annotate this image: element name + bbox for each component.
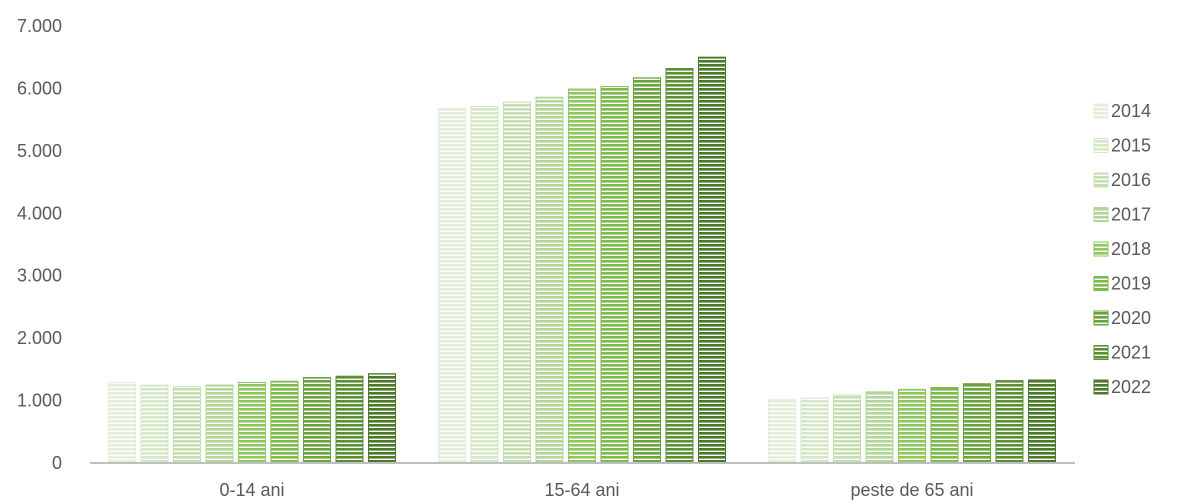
- legend-swatch-2019: [1093, 276, 1109, 291]
- bar-2016-1: [503, 101, 531, 464]
- y-tick-label: 1.000: [17, 391, 62, 411]
- y-tick-label: 5.000: [17, 141, 62, 161]
- legend-swatch-2014: [1093, 103, 1109, 119]
- legend-swatch-2018: [1093, 241, 1109, 257]
- bar-2017-2: [865, 391, 894, 464]
- y-tick-label: 7.000: [17, 16, 62, 36]
- y-tick-label: 6.000: [17, 78, 62, 98]
- bar-2022-1: [698, 56, 726, 464]
- x-category-label: 15-64 ani: [544, 480, 619, 500]
- legend-swatch-2015: [1093, 138, 1109, 153]
- bar-2017-1: [535, 96, 564, 464]
- legend-swatch-2021: [1093, 345, 1109, 360]
- legend-swatch-2017: [1093, 207, 1109, 222]
- bar-2022-0: [368, 373, 396, 464]
- bar-2015-0: [140, 384, 169, 464]
- bar-2016-0: [173, 386, 201, 464]
- x-category-label: 0-14 ani: [219, 480, 284, 500]
- bar-2021-2: [995, 380, 1024, 464]
- legend-swatch-2022: [1093, 379, 1109, 395]
- legend-label-2014: 2014: [1111, 101, 1151, 121]
- bar-2019-0: [270, 380, 299, 464]
- legend-label-2022: 2022: [1111, 377, 1151, 397]
- bar-2014-2: [768, 398, 796, 464]
- legend-label-2020: 2020: [1111, 308, 1151, 328]
- bar-2018-0: [238, 382, 266, 464]
- bar-2018-2: [898, 388, 926, 464]
- bar-2018-1: [568, 88, 596, 464]
- legend-swatch-2016: [1093, 172, 1109, 188]
- bar-2014-1: [438, 107, 466, 464]
- bar-2019-1: [600, 86, 629, 464]
- y-tick-label: 4.000: [17, 203, 62, 223]
- bar-2014-0: [108, 382, 136, 464]
- legend-swatch-2020: [1093, 310, 1109, 326]
- bars: [108, 56, 1056, 464]
- bar-2020-2: [963, 383, 991, 464]
- legend: 2014 2015 2016 2017 2018 2019 2020 2021 2022: [1093, 101, 1151, 397]
- bar-2021-1: [665, 68, 694, 464]
- legend-label-2019: 2019: [1111, 274, 1151, 294]
- legend-label-2016: 2016: [1111, 170, 1151, 190]
- bar-2020-0: [303, 377, 331, 464]
- legend-label-2015: 2015: [1111, 136, 1151, 156]
- bar-2015-1: [470, 106, 499, 464]
- y-tick-label: 0: [52, 453, 62, 473]
- x-category-label: peste de 65 ani: [850, 480, 973, 500]
- bar-2021-0: [335, 375, 364, 464]
- y-tick-label: 2.000: [17, 328, 62, 348]
- y-axis-labels: 0 1.000 2.000 3.000 4.000 5.000 6.000 7.000: [17, 16, 62, 473]
- legend-label-2021: 2021: [1111, 343, 1151, 363]
- bar-2022-2: [1028, 379, 1056, 464]
- bar-2015-2: [800, 397, 829, 464]
- bar-2016-2: [833, 394, 861, 464]
- bar-2020-1: [633, 77, 661, 464]
- y-tick-label: 3.000: [17, 266, 62, 286]
- bar-2019-2: [930, 387, 959, 464]
- legend-label-2018: 2018: [1111, 239, 1151, 259]
- legend-label-2017: 2017: [1111, 205, 1151, 225]
- bar-2017-0: [205, 384, 234, 464]
- category-labels: 0-14 ani 15-64 ani peste de 65 ani: [219, 480, 973, 500]
